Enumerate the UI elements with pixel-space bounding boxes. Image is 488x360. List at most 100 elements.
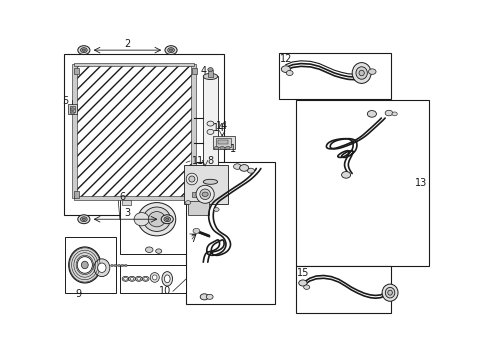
Circle shape bbox=[202, 192, 208, 197]
Ellipse shape bbox=[148, 212, 165, 227]
Circle shape bbox=[298, 280, 306, 286]
Circle shape bbox=[70, 112, 74, 114]
Text: 4: 4 bbox=[200, 66, 206, 76]
Circle shape bbox=[239, 165, 248, 171]
Bar bbox=[215, 138, 230, 147]
Bar bbox=[279, 53, 390, 99]
Text: 6: 6 bbox=[120, 192, 126, 202]
Bar bbox=[72, 64, 77, 198]
Circle shape bbox=[135, 276, 142, 281]
Circle shape bbox=[82, 218, 85, 220]
Circle shape bbox=[167, 48, 174, 53]
Ellipse shape bbox=[94, 259, 110, 276]
Circle shape bbox=[247, 168, 254, 173]
Ellipse shape bbox=[134, 212, 149, 226]
Ellipse shape bbox=[381, 284, 397, 301]
Circle shape bbox=[281, 66, 290, 72]
Ellipse shape bbox=[143, 207, 170, 231]
Bar bbox=[296, 266, 390, 314]
Circle shape bbox=[214, 146, 218, 150]
Circle shape bbox=[341, 172, 350, 178]
Circle shape bbox=[206, 121, 213, 126]
Bar bbox=[67, 104, 77, 114]
Bar bbox=[122, 200, 131, 205]
Circle shape bbox=[225, 146, 230, 150]
Circle shape bbox=[155, 249, 162, 253]
Bar bbox=[184, 165, 227, 204]
Circle shape bbox=[185, 201, 190, 204]
Ellipse shape bbox=[81, 261, 88, 269]
Text: 7: 7 bbox=[189, 234, 196, 244]
Bar bbox=[186, 162, 275, 304]
Bar bbox=[74, 68, 79, 74]
Ellipse shape bbox=[355, 67, 366, 79]
Circle shape bbox=[78, 215, 90, 224]
Bar bbox=[203, 76, 217, 182]
Text: 13: 13 bbox=[414, 178, 426, 188]
Circle shape bbox=[200, 294, 208, 300]
Circle shape bbox=[391, 112, 396, 116]
Circle shape bbox=[110, 264, 113, 267]
Text: 11: 11 bbox=[191, 156, 203, 166]
Bar bbox=[74, 64, 193, 198]
Bar bbox=[191, 64, 196, 198]
Circle shape bbox=[122, 276, 129, 281]
Bar bbox=[65, 237, 116, 293]
Ellipse shape bbox=[387, 290, 391, 295]
Bar bbox=[64, 54, 224, 215]
Ellipse shape bbox=[150, 273, 159, 282]
Text: 8: 8 bbox=[206, 156, 213, 166]
Ellipse shape bbox=[162, 271, 172, 286]
Circle shape bbox=[137, 278, 141, 280]
Bar bbox=[188, 201, 208, 215]
Circle shape bbox=[385, 110, 392, 116]
Circle shape bbox=[163, 217, 170, 222]
Circle shape bbox=[82, 49, 85, 51]
Bar bbox=[208, 69, 212, 77]
Circle shape bbox=[368, 69, 375, 75]
Ellipse shape bbox=[203, 179, 217, 184]
Circle shape bbox=[128, 276, 135, 281]
Circle shape bbox=[207, 68, 213, 72]
Ellipse shape bbox=[351, 63, 370, 84]
Text: 15: 15 bbox=[297, 268, 309, 278]
Circle shape bbox=[366, 111, 376, 117]
Ellipse shape bbox=[196, 185, 214, 203]
Text: 14: 14 bbox=[212, 123, 224, 133]
Circle shape bbox=[124, 264, 127, 267]
Circle shape bbox=[193, 228, 200, 233]
Circle shape bbox=[78, 46, 90, 55]
Circle shape bbox=[303, 285, 309, 289]
Circle shape bbox=[123, 278, 127, 280]
Circle shape bbox=[161, 215, 173, 224]
Circle shape bbox=[70, 108, 74, 111]
Bar bbox=[74, 63, 193, 66]
Circle shape bbox=[117, 264, 120, 267]
Ellipse shape bbox=[164, 275, 170, 283]
Circle shape bbox=[142, 276, 149, 281]
Bar bbox=[74, 191, 79, 198]
Bar bbox=[191, 68, 196, 74]
Ellipse shape bbox=[77, 257, 92, 273]
Text: 12: 12 bbox=[280, 54, 292, 64]
Ellipse shape bbox=[138, 203, 175, 236]
Circle shape bbox=[130, 278, 134, 280]
Circle shape bbox=[169, 49, 172, 51]
Ellipse shape bbox=[188, 176, 195, 182]
Circle shape bbox=[114, 264, 117, 267]
Circle shape bbox=[233, 164, 241, 169]
Bar bbox=[70, 105, 75, 112]
Bar bbox=[296, 100, 428, 266]
Circle shape bbox=[220, 146, 224, 150]
Bar bbox=[218, 140, 227, 144]
Bar bbox=[74, 196, 193, 200]
Bar bbox=[120, 265, 186, 293]
Circle shape bbox=[285, 71, 292, 76]
Text: 1: 1 bbox=[229, 144, 235, 153]
Circle shape bbox=[165, 218, 168, 220]
Ellipse shape bbox=[385, 287, 394, 298]
Text: 3: 3 bbox=[124, 208, 130, 218]
Circle shape bbox=[164, 46, 177, 55]
Bar bbox=[212, 136, 234, 149]
Text: 9: 9 bbox=[75, 289, 81, 299]
